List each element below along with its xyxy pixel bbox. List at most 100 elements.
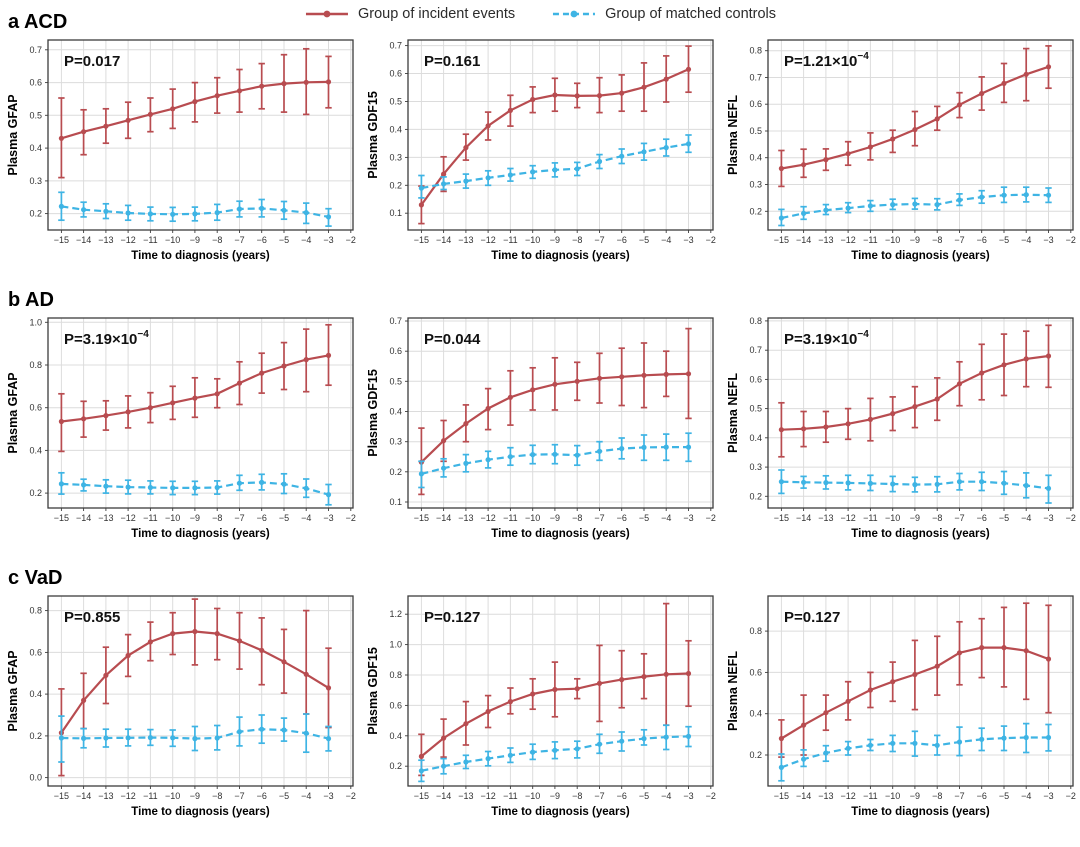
axis-tick-labels: −15 −14 −13 −12 −11 −10 −9 −8 −7 −6 −5 −4 −3 −2 0.2 0.4… (749, 626, 1075, 801)
data-point-marker (1023, 734, 1029, 741)
data-point-marker (441, 171, 447, 177)
data-point-marker (441, 438, 447, 444)
y-axis-label: Plasma GDF15 (366, 647, 380, 735)
data-point-marker (214, 484, 220, 491)
data-point-marker (778, 165, 784, 172)
data-point-marker (303, 730, 309, 736)
y-axis-label: Plasma NEFL (726, 651, 740, 731)
svg-text:−6: −6 (617, 235, 627, 245)
data-point-marker (619, 374, 625, 380)
data-point-marker (259, 726, 265, 732)
data-point-marker (485, 175, 491, 181)
data-point-marker (147, 211, 153, 217)
svg-text:−8: −8 (572, 235, 582, 245)
svg-text:−10: −10 (525, 235, 540, 245)
svg-text:0.5: 0.5 (29, 110, 42, 120)
data-point-marker (325, 214, 332, 220)
data-point-marker (507, 172, 513, 178)
svg-text:−7: −7 (954, 513, 964, 523)
svg-text:−12: −12 (480, 791, 495, 801)
svg-text:−8: −8 (932, 235, 942, 245)
svg-text:0.4: 0.4 (749, 709, 762, 719)
svg-text:−3: −3 (1043, 513, 1053, 523)
svg-text:−11: −11 (143, 791, 158, 801)
data-point-marker (325, 736, 332, 742)
svg-text:0.4: 0.4 (749, 153, 762, 163)
svg-text:−6: −6 (977, 791, 987, 801)
svg-text:1.0: 1.0 (29, 317, 42, 327)
svg-text:−3: −3 (323, 791, 333, 801)
data-point-marker (685, 444, 692, 450)
data-point-marker (574, 746, 580, 752)
data-point-marker (103, 672, 109, 678)
legend-label-matched-controls: Group of matched controls (605, 6, 777, 22)
svg-text:0.5: 0.5 (749, 404, 762, 414)
data-point-marker (81, 129, 87, 135)
series-matched-controls (418, 432, 692, 489)
data-point-marker (845, 421, 851, 427)
legend-item-matched-controls: Group of matched controls (551, 6, 776, 22)
svg-text:0.5: 0.5 (749, 126, 762, 136)
data-point-marker (574, 166, 580, 172)
data-point-marker (867, 144, 873, 150)
data-point-marker (619, 677, 625, 683)
data-point-marker (845, 205, 851, 211)
svg-text:−15: −15 (774, 235, 789, 245)
data-point-marker (214, 391, 220, 397)
data-point-marker (619, 446, 625, 452)
data-point-marker (58, 481, 64, 487)
data-point-marker (1023, 71, 1029, 77)
svg-text:−10: −10 (885, 513, 900, 523)
data-point-marker (418, 185, 424, 191)
svg-text:−9: −9 (910, 791, 920, 801)
p-value-label: P=0.017 (64, 53, 120, 70)
p-value-label: P=3.19×10−4 (784, 329, 869, 348)
data-point-marker (574, 93, 580, 99)
svg-text:0.8: 0.8 (749, 46, 762, 56)
svg-text:−7: −7 (234, 235, 244, 245)
data-point-marker (1001, 362, 1007, 368)
data-point-marker (170, 485, 176, 491)
data-point-marker (530, 749, 536, 755)
svg-text:−5: −5 (639, 235, 649, 245)
data-point-marker (778, 479, 784, 485)
svg-text:−4: −4 (1021, 513, 1031, 523)
svg-text:−13: −13 (458, 513, 473, 523)
svg-text:−5: −5 (279, 235, 289, 245)
data-point-marker (170, 106, 176, 112)
p-value-label: P=0.855 (64, 609, 120, 626)
data-point-marker (58, 203, 64, 209)
data-point-marker (867, 203, 873, 209)
svg-text:−15: −15 (54, 791, 69, 801)
data-point-marker (1045, 734, 1052, 741)
svg-text:0.2: 0.2 (749, 491, 762, 501)
data-point-marker (214, 210, 220, 216)
svg-text:−4: −4 (301, 235, 311, 245)
svg-text:0.8: 0.8 (29, 606, 42, 616)
data-point-marker (463, 178, 469, 184)
data-point-marker (507, 107, 513, 113)
svg-text:−10: −10 (165, 791, 180, 801)
svg-text:−13: −13 (818, 513, 833, 523)
data-point-marker (81, 207, 87, 213)
svg-text:0.8: 0.8 (29, 360, 42, 370)
svg-text:0.0: 0.0 (29, 773, 42, 783)
svg-text:−3: −3 (323, 513, 333, 523)
data-point-marker (463, 460, 469, 466)
svg-text:−14: −14 (796, 513, 811, 523)
plot-border (407, 317, 714, 509)
svg-text:−3: −3 (683, 513, 693, 523)
x-axis-label: Time to diagnosis (years) (851, 250, 990, 262)
data-point-marker (912, 201, 918, 207)
data-point-marker (867, 480, 873, 486)
axis-ticks (405, 613, 712, 789)
data-point-marker (418, 202, 424, 208)
data-point-marker (1001, 80, 1007, 86)
svg-text:−7: −7 (594, 791, 604, 801)
data-point-marker (325, 685, 332, 691)
data-point-marker (956, 102, 963, 108)
data-point-marker (485, 708, 491, 715)
data-point-marker (507, 454, 513, 460)
svg-text:−2: −2 (1066, 791, 1076, 801)
data-point-marker (801, 479, 807, 485)
